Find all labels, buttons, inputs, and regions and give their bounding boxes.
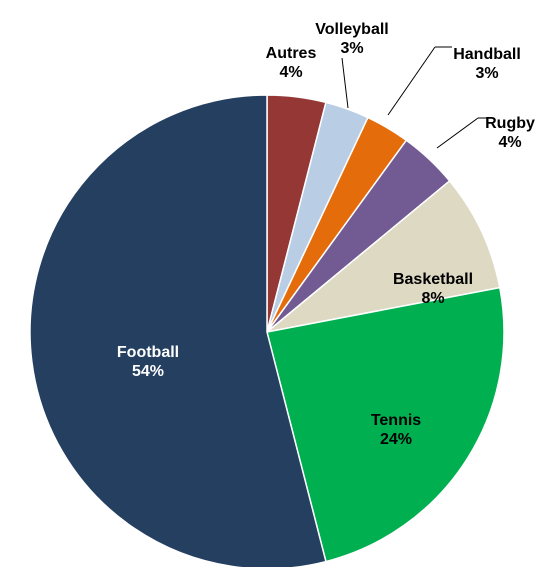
leader-line-volleyball xyxy=(341,57,349,109)
pie-slices xyxy=(29,94,505,567)
slice-label-football: Football xyxy=(117,344,179,361)
pie-slice-basketball xyxy=(266,179,501,333)
slice-value-volleyball: 3% xyxy=(340,40,363,57)
slice-label-volleyball: Volleyball xyxy=(315,21,389,38)
leader-lines xyxy=(341,46,490,149)
slice-value-football: 54% xyxy=(132,363,164,380)
slice-label-basketball: Basketball xyxy=(393,271,473,288)
slice-label-handball: Handball xyxy=(453,46,521,63)
pie-slice-tennis xyxy=(266,286,505,563)
corner-mask xyxy=(0,0,80,8)
leader-line-handball xyxy=(387,46,436,116)
slice-value-basketball: 8% xyxy=(421,290,444,307)
pie-slice-football xyxy=(29,94,327,567)
slice-label-tennis: Tennis xyxy=(371,412,421,429)
slice-value-handball: 3% xyxy=(475,65,498,82)
slice-value-rugby: 4% xyxy=(498,134,521,151)
slice-labels: Autres 4% Volleyball 3% Handball 3% Rugby 4% Bas… xyxy=(117,21,535,448)
leader-line-rugby xyxy=(436,117,479,149)
slice-label-rugby: Rugby xyxy=(485,115,535,132)
slice-value-tennis: 24% xyxy=(380,431,412,448)
slice-label-autres: Autres xyxy=(266,45,317,62)
slice-value-autres: 4% xyxy=(279,64,302,81)
